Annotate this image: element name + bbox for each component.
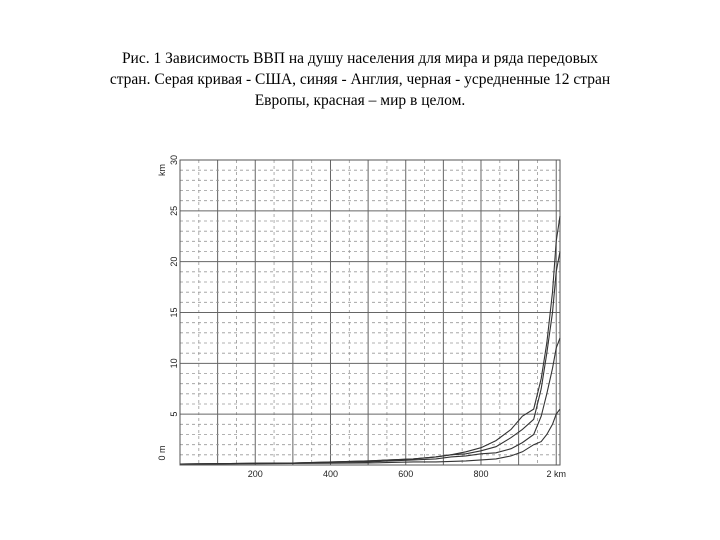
x-tick-label: 2 km [546, 469, 566, 479]
x-tick-label: 800 [473, 469, 488, 479]
y-unit-label: km [157, 164, 167, 176]
y-tick-label: 10 [169, 358, 179, 368]
y-tick-label: 20 [169, 257, 179, 267]
series-line-4 [179, 408, 561, 465]
y-tick-label: 5 [169, 412, 179, 417]
caption-line-2: стран. Серая кривая - США, синяя - Англи… [109, 71, 611, 88]
caption-line-1: Рис. 1 Зависимость ВВП на душу населения… [121, 50, 599, 67]
y-zero-label: 0 m [157, 445, 167, 460]
series-line-3 [179, 337, 561, 465]
figure-caption: Рис. 1 Зависимость ВВП на душу населения… [40, 48, 680, 111]
tick-layer: 5 10 15 20 25 30 0 m km 200 400 600 800 2 km [157, 155, 566, 479]
series-line-2 [179, 251, 561, 465]
y-tick-label: 25 [169, 206, 179, 216]
plot-frame [179, 159, 561, 466]
y-tick-label: 30 [169, 155, 179, 165]
grid-layer [180, 160, 560, 465]
series-line-1 [179, 215, 561, 465]
x-tick-label: 200 [248, 469, 263, 479]
x-tick-label: 400 [323, 469, 338, 479]
x-tick-label: 600 [398, 469, 413, 479]
series-layer [179, 215, 561, 465]
y-tick-label: 15 [169, 307, 179, 317]
caption-line-3: Европы, красная – мир в целом. [254, 92, 466, 109]
